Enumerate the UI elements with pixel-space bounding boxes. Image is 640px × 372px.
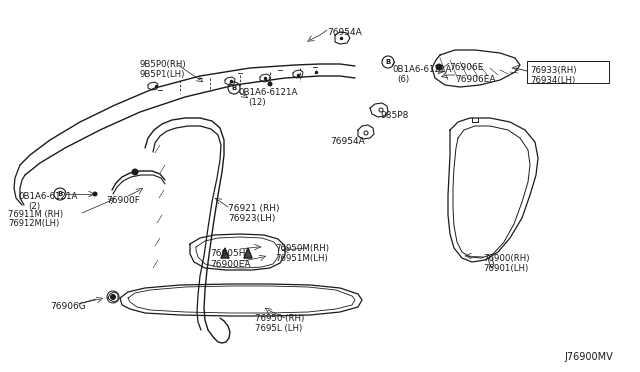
Text: 76901(LH): 76901(LH) — [483, 264, 528, 273]
Text: 76906E: 76906E — [449, 63, 483, 72]
Text: 76906G: 76906G — [50, 302, 86, 311]
Text: 0B1A6-6121A: 0B1A6-6121A — [238, 88, 298, 97]
Polygon shape — [221, 248, 229, 258]
Text: 9B5P0(RH): 9B5P0(RH) — [140, 60, 187, 69]
Text: 76933(RH): 76933(RH) — [530, 66, 577, 75]
Circle shape — [93, 192, 97, 196]
Text: B: B — [58, 191, 63, 197]
Text: 76950 (RH): 76950 (RH) — [255, 314, 304, 323]
Text: 9B5P1(LH): 9B5P1(LH) — [140, 70, 186, 79]
Text: 76905H: 76905H — [210, 249, 246, 258]
Text: 76900(RH): 76900(RH) — [483, 254, 529, 263]
Text: 76923(LH): 76923(LH) — [228, 214, 275, 223]
Text: B: B — [232, 85, 237, 91]
Text: B: B — [385, 59, 390, 65]
Bar — [527, 61, 609, 83]
Text: (12): (12) — [248, 98, 266, 107]
Text: (6): (6) — [397, 75, 409, 84]
Text: 76906EA: 76906EA — [455, 75, 495, 84]
Text: 76921 (RH): 76921 (RH) — [228, 204, 280, 213]
Text: 76900EA: 76900EA — [210, 260, 250, 269]
Text: (2): (2) — [28, 202, 40, 211]
Text: 985P8: 985P8 — [380, 111, 408, 120]
Text: 76954A: 76954A — [327, 28, 362, 37]
Text: 76911M (RH): 76911M (RH) — [8, 210, 63, 219]
Text: 7695L (LH): 7695L (LH) — [255, 324, 302, 333]
Polygon shape — [244, 248, 252, 258]
Text: 0B1A6-6121A: 0B1A6-6121A — [18, 192, 77, 201]
Text: 0B1A6-6121A: 0B1A6-6121A — [392, 65, 451, 74]
Text: 76950M(RH): 76950M(RH) — [275, 244, 329, 253]
Text: 76912M(LH): 76912M(LH) — [8, 219, 60, 228]
Text: 76954A: 76954A — [330, 137, 365, 146]
Circle shape — [111, 295, 115, 299]
Text: 76934(LH): 76934(LH) — [530, 76, 575, 85]
Circle shape — [132, 169, 138, 175]
Text: 76900F: 76900F — [106, 196, 140, 205]
Text: 76951M(LH): 76951M(LH) — [275, 254, 328, 263]
Text: J76900MV: J76900MV — [564, 352, 612, 362]
Circle shape — [436, 64, 442, 70]
Circle shape — [268, 82, 272, 86]
